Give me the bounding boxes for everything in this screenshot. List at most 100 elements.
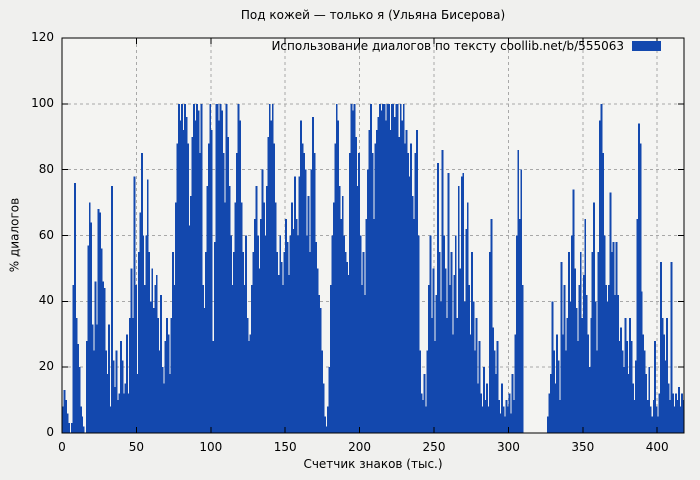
bar (280, 261, 283, 433)
bar (320, 350, 323, 433)
bar (622, 367, 625, 433)
bar (279, 235, 282, 433)
bar (188, 225, 191, 434)
bar (435, 294, 438, 433)
bar (441, 149, 444, 434)
bar (225, 103, 228, 433)
bar (605, 284, 608, 434)
bar (276, 251, 279, 433)
y-tick-label: 120 (31, 30, 54, 44)
bar (481, 406, 484, 433)
bar (233, 251, 236, 433)
x-tick-label: 50 (128, 440, 145, 454)
bar (358, 153, 361, 433)
bar (127, 393, 130, 433)
bar (499, 413, 502, 433)
bar (438, 251, 441, 433)
bar (322, 383, 325, 434)
bar (167, 334, 170, 433)
bar (123, 393, 125, 433)
bar (614, 294, 616, 433)
bar (118, 393, 121, 433)
y-tick-label: 80 (38, 161, 54, 176)
bar (637, 123, 640, 433)
bar (436, 163, 439, 433)
bar (255, 186, 258, 434)
bar (374, 143, 377, 433)
bar (367, 169, 369, 434)
bar (307, 196, 310, 433)
bar (194, 120, 197, 433)
bar (612, 242, 615, 433)
bar (292, 228, 295, 433)
bar (91, 324, 94, 434)
bar (560, 261, 563, 433)
bar (192, 103, 195, 433)
bar (128, 317, 131, 433)
bar (331, 235, 334, 433)
bar (291, 202, 294, 433)
bar (93, 350, 96, 433)
bar (566, 317, 569, 433)
bar (500, 383, 503, 434)
bar (313, 153, 316, 433)
bar (362, 251, 365, 433)
bar (375, 130, 378, 434)
bar (602, 153, 605, 433)
bar (216, 103, 219, 433)
bar (630, 340, 633, 433)
bar (628, 317, 631, 433)
bar (316, 268, 319, 433)
bar (181, 103, 183, 433)
bar (625, 340, 628, 433)
chart-title: Под кожей — только я (Ульяна Бисерова) (240, 8, 506, 22)
bar (672, 393, 674, 433)
bar (508, 393, 511, 433)
bar (559, 400, 561, 433)
bar (387, 103, 390, 433)
bar (203, 307, 206, 433)
bar (236, 153, 238, 433)
bar (337, 120, 340, 433)
bar (329, 284, 332, 434)
bar (576, 340, 579, 433)
bar (428, 284, 430, 434)
bar (444, 268, 447, 433)
bar (451, 334, 454, 433)
bar (480, 393, 483, 433)
bar (207, 143, 210, 433)
bar (137, 251, 140, 433)
bar (401, 120, 404, 433)
bar (454, 235, 457, 433)
bar (349, 153, 352, 433)
bar (584, 219, 587, 433)
bar (325, 426, 328, 433)
bar (259, 219, 262, 433)
bar (158, 350, 161, 433)
bar (402, 103, 405, 433)
bar (246, 317, 249, 433)
bar (198, 153, 201, 433)
bar (581, 317, 584, 433)
bar (111, 186, 113, 434)
bar (410, 143, 413, 433)
bar (606, 301, 609, 433)
bar (621, 350, 624, 433)
x-tick-label: 100 (199, 440, 223, 454)
bar (599, 120, 602, 433)
bar (143, 284, 146, 434)
bar (352, 110, 355, 434)
legend-label: Использование диалогов по тексту coollib… (271, 39, 624, 53)
bar (142, 235, 145, 433)
bar (551, 301, 554, 433)
bar (483, 367, 485, 433)
bar (245, 235, 247, 433)
bar (121, 360, 124, 433)
bar (620, 327, 622, 433)
legend-swatch (632, 41, 661, 51)
bar (306, 235, 308, 433)
bar (328, 367, 331, 433)
bar (490, 219, 493, 433)
bar (335, 103, 338, 433)
bar (154, 284, 157, 434)
